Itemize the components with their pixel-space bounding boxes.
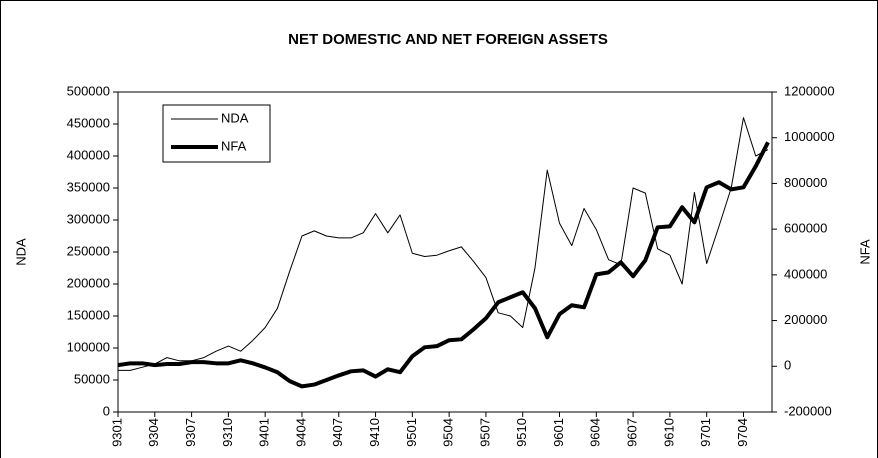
y2-tick-label: -200000 — [784, 403, 832, 418]
x-tick-label: 9510 — [514, 418, 529, 447]
y2-tick-label: 400000 — [784, 266, 827, 281]
y-tick-label: 250000 — [67, 243, 110, 258]
x-tick-label: 9604 — [588, 418, 603, 447]
x-tick-label: 9704 — [735, 418, 750, 447]
y2-tick-label: 0 — [784, 358, 791, 373]
x-tick-label: 9701 — [698, 418, 713, 447]
y-tick-label: 350000 — [67, 179, 110, 194]
x-tick-label: 9601 — [551, 418, 566, 447]
y-tick-label: 50000 — [74, 371, 110, 386]
y-tick-label: 150000 — [67, 307, 110, 322]
y-tick-label: 400000 — [67, 147, 110, 162]
y-axis-label: NDA — [13, 238, 28, 266]
x-tick-label: 9407 — [330, 418, 345, 447]
legend-label: NFA — [221, 138, 247, 153]
y-tick-label: 100000 — [67, 339, 110, 354]
y-tick-label: 200000 — [67, 275, 110, 290]
x-tick-label: 9610 — [661, 418, 676, 447]
line-series — [118, 117, 769, 371]
x-tick-label: 9401 — [257, 418, 272, 447]
y2-tick-label: 800000 — [784, 175, 827, 190]
legend-label: NDA — [221, 110, 249, 125]
y-tick-label: 0 — [103, 403, 110, 418]
y2-tick-label: 200000 — [784, 312, 827, 327]
y2-tick-label: 1000000 — [784, 129, 835, 144]
x-tick-label: 9607 — [625, 418, 640, 447]
y-tick-label: 450000 — [67, 115, 110, 130]
x-tick-label: 9307 — [183, 418, 198, 447]
y-tick-label: 500000 — [67, 83, 110, 98]
x-tick-label: 9301 — [109, 418, 124, 447]
x-tick-label: 9310 — [220, 418, 235, 447]
chart-title: NET DOMESTIC AND NET FOREIGN ASSETS — [288, 31, 608, 48]
y2-axis-label: NFA — [857, 239, 872, 265]
line-series — [117, 141, 770, 389]
x-tick-label: 9304 — [146, 418, 161, 447]
y2-tick-label: 1200000 — [784, 83, 835, 98]
y-tick-label: 300000 — [67, 211, 110, 226]
x-tick-label: 9410 — [367, 418, 382, 447]
legend-box — [162, 104, 271, 163]
x-tick-label: 9507 — [477, 418, 492, 447]
x-tick-label: 9501 — [404, 418, 419, 447]
y2-tick-label: 600000 — [784, 221, 827, 236]
x-tick-label: 9504 — [441, 418, 456, 447]
x-tick-label: 9404 — [293, 418, 308, 447]
